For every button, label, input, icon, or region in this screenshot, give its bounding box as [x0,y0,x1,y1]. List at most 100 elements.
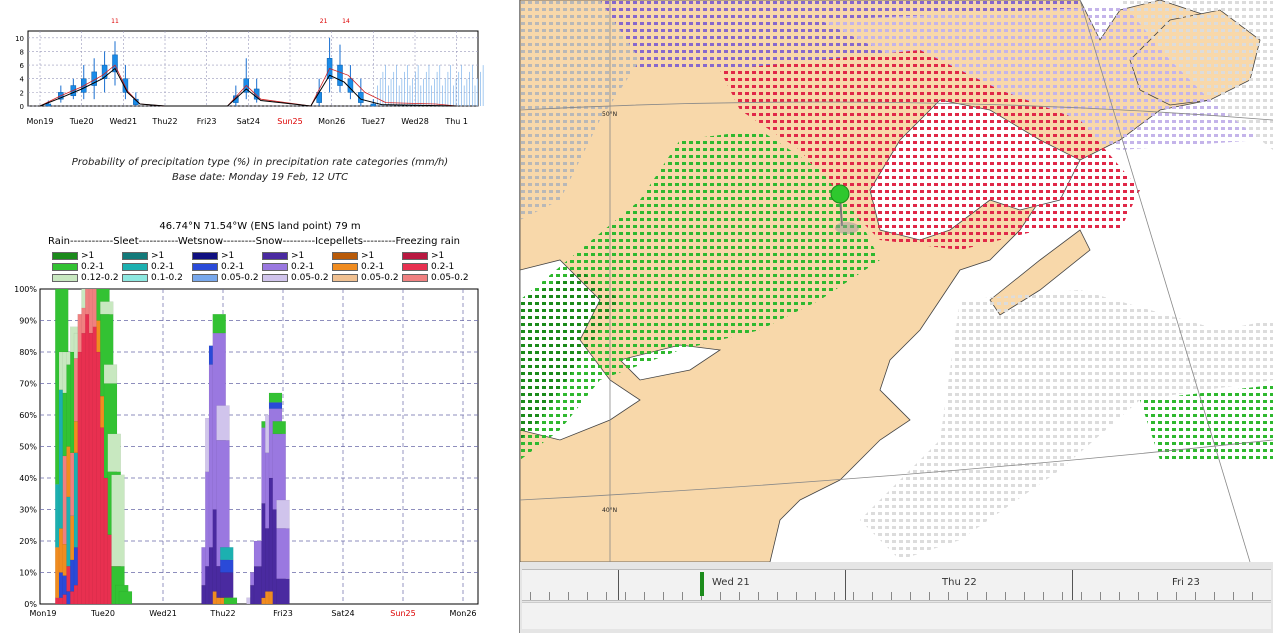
timeline-day-divider [618,570,619,600]
timeline-day-divider [845,570,846,600]
legend-group: >1 0.2-1 0.05-0.2 [332,251,399,284]
legend-swatch [192,273,218,282]
legend-swatch [402,251,428,260]
day-label: Sun25 [277,117,302,126]
legend-item: 0.05-0.2 [262,273,329,283]
legend-group: >1 0.2-1 0.05-0.2 [262,251,329,284]
timeline-tick [1005,592,1006,600]
legend-label: 0.2-1 [361,262,385,272]
timeline-day-label: Wed 21 [712,577,750,588]
legend-item: >1 [52,251,119,261]
legend-item: 0.1-0.2 [122,273,183,283]
series-line-mean [39,67,457,107]
legend-item: 0.2-1 [332,262,399,272]
parallel-40 [520,439,1273,501]
map-panel[interactable]: 50°N 40°N Wed 21 Thu 22 Fri 23 [520,0,1273,633]
legend-label: 0.2-1 [81,262,105,272]
meteogram-panel: 10 8 6 4 2 0 Mon19 Tue20 Wed21 Thu22 Fri23 Sat24 Sun… [0,0,520,633]
x-tick-label: Mon19 [29,609,56,618]
lat-label-40: 40°N [602,507,617,514]
legend-swatch [192,251,218,260]
legend-label: 0.2-1 [221,262,245,272]
bar-segment [212,314,226,334]
timeline-tick [1233,592,1234,600]
legend-header: Rain------------Sleet-----------Wetsnow-… [48,236,460,247]
day-label: Tue27 [360,117,385,126]
x-tick-label: Sat24 [331,609,354,618]
parallel-50 [520,101,1273,121]
timeline-tick [1024,592,1025,600]
freezing-rain-area [720,50,1140,250]
legend-label: >1 [291,251,305,261]
y-tick-label: 100% [14,285,37,294]
x-tick-label: Tue20 [90,609,115,618]
timeline-day-label: Thu 22 [942,577,977,588]
day-label: Sat24 [237,117,260,126]
y-tick-label: 10% [19,569,37,578]
legend-label: 0.05-0.2 [291,273,329,283]
box [45,103,52,107]
legend-swatch [52,262,78,271]
timeline-day-divider [1072,570,1073,600]
bar-segment [276,528,290,579]
timeline-tick [1100,592,1101,600]
legend-item: >1 [122,251,183,261]
location-label: 46.74°N 71.54°W (ENS land point) 79 m [159,221,361,232]
timeline-tick [1214,592,1215,600]
legend-swatch [52,251,78,260]
timeline-tick [834,592,835,600]
legend-label: 0.05-0.2 [221,273,259,283]
legend-swatch [332,262,358,271]
day-label: Thu22 [151,117,177,126]
legend-item: >1 [262,251,329,261]
day-label: Wed21 [110,117,138,126]
bar-segment [268,402,283,409]
location-pin[interactable] [830,184,859,234]
legend-label: 0.2-1 [431,262,455,272]
timeline-tick [1252,592,1253,600]
legend-swatch [262,251,288,260]
ocean-light-precip [860,290,1273,560]
y-tick-label: 30% [19,506,37,515]
legend-label: >1 [151,251,165,261]
timeline-track[interactable]: Wed 21 Thu 22 Fri 23 [522,569,1271,601]
lat-label-50: 50°N [602,111,617,118]
legend-label: >1 [221,251,235,261]
legend-label: >1 [431,251,445,261]
ocean-rain-area [1140,385,1273,460]
peak-label: 14 [342,18,350,25]
y-tick-label: 6 [20,62,25,70]
timeline-tick [948,592,949,600]
timeline-tick [606,592,607,600]
bar-segment [268,392,283,403]
legend-group: >1 0.2-1 0.05-0.2 [402,251,469,284]
timeline-slider[interactable]: Wed 21 Thu 22 Fri 23 [520,562,1273,633]
timeline-footer [522,602,1271,629]
bar-segment [107,433,121,472]
legend-label: 0.05-0.2 [361,273,399,283]
y-tick-label: 0 [20,103,24,111]
day-label: Mon19 [26,117,53,126]
base-date: Base date: Monday 19 Feb, 12 UTC [171,172,349,183]
legend-swatch [402,273,428,282]
timeline-tick [549,592,550,600]
timeline-tick [1081,592,1082,600]
legend-label: 0.2-1 [151,262,175,272]
legend-label: 0.12-0.2 [81,273,119,283]
timeline-cursor[interactable] [700,572,704,596]
y-tick-label: 20% [19,537,37,546]
meridian-right [1079,0,1251,562]
chart-caption: Probability of precipitation type (%) in… [71,157,449,168]
bar-segment [220,559,234,573]
legend-label: 0.2-1 [291,262,315,272]
box [112,54,118,73]
heavy-rain-area [520,270,620,440]
timeline-tick [777,592,778,600]
legend-group: >1 0.2-1 0.05-0.2 [192,251,259,284]
light-snow-area [820,0,1260,150]
x-tick-label: Mon26 [449,609,476,618]
day-label: Mon26 [318,117,345,126]
x-tick-label: Thu22 [209,609,235,618]
precip-type-map[interactable]: 50°N 40°N [520,0,1273,562]
